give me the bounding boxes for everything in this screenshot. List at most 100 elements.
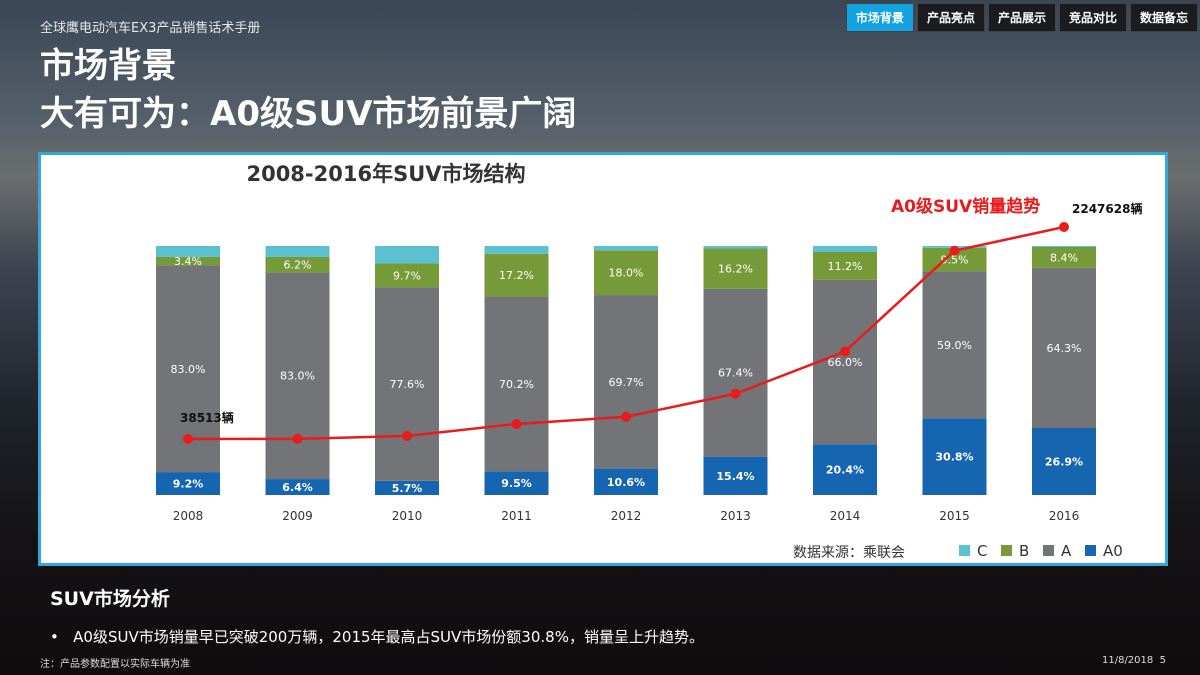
deck-subtitle: 全球鹰电动汽车EX3产品销售话术手册 (40, 21, 261, 36)
legend-swatch-A0 (1085, 545, 1096, 556)
bar-A-2009 (265, 272, 330, 480)
trend-point (621, 411, 631, 422)
chart-title: 2008-2016年SUV市场结构 (246, 162, 525, 186)
bar-A-2015 (922, 271, 987, 419)
data-label: 10.6% (607, 476, 645, 489)
bar-C-2008 (156, 246, 220, 257)
page-number: 5 (1159, 655, 1166, 666)
data-label: 6.4% (282, 481, 313, 494)
data-label: 69.7% (609, 376, 644, 389)
trend-point (183, 434, 193, 444)
legend-swatch-C (959, 545, 970, 556)
last-point-label: 2247628辆 (1072, 201, 1142, 216)
stacked-bar-chart: 2008-2016年SUV市场结构 9.2% 83.0% 3.4% 2008 6.4% 83… (156, 162, 1142, 561)
bar-A0-2012 (594, 468, 658, 495)
data-label: 66.0% (828, 356, 863, 369)
bar-A-2016 (1032, 267, 1096, 429)
trend-point (402, 430, 412, 441)
date-text: 11/8/2018 (1101, 655, 1154, 666)
legend-label-A0: A0 (1103, 542, 1123, 560)
x-tick-label: 2013 (720, 509, 751, 523)
x-tick-label: 2016 (1049, 509, 1080, 523)
first-point-label: 38513辆 (180, 410, 234, 425)
bar-C-2009 (265, 246, 330, 257)
bar-B-2013 (703, 248, 768, 289)
bar-A0-2010 (375, 480, 439, 495)
bar-C-2014 (813, 246, 877, 252)
nav-tab-2[interactable]: 产品展示 (987, 3, 1056, 32)
bar-B-2012 (594, 250, 658, 296)
bar-A0-2009 (265, 479, 330, 495)
data-label: 16.2% (718, 263, 753, 276)
bar-A0-2016 (1032, 428, 1096, 495)
data-label: 83.0% (171, 363, 206, 376)
trend-point (1059, 222, 1069, 232)
bar-B-2009 (265, 256, 330, 273)
trend-point (292, 433, 303, 444)
data-label: 20.4% (826, 464, 864, 477)
bar-B-2014 (813, 251, 877, 280)
legend-swatch-B (1001, 545, 1012, 556)
x-tick-label: 2010 (392, 509, 423, 523)
trend-point (840, 346, 850, 357)
analysis-bullet: • A0级SUV市场销量早已突破200万辆，2015年最高占SUV市场份额30.… (50, 628, 704, 646)
nav-tab-3[interactable]: 竞品对比 (1058, 3, 1127, 32)
data-source: 数据来源：乘联会 (793, 545, 905, 561)
data-label: 9.5% (501, 477, 532, 490)
bar-A-2011 (484, 296, 549, 472)
x-tick-label: 2015 (939, 509, 970, 523)
data-label: 8.4% (1050, 251, 1078, 264)
bar-A0-2013 (703, 456, 768, 495)
bar-B-2010 (375, 263, 439, 288)
trend-point (730, 388, 741, 399)
page-headline: 大有可为：A0级SUV市场前景广阔 (40, 94, 577, 134)
nav-tab-0[interactable]: 市场背景 (845, 3, 914, 32)
bar-A-2010 (375, 287, 439, 481)
bar-A0-2015 (922, 418, 987, 495)
analysis-title: SUV市场分析 (50, 588, 170, 610)
data-label: 64.3% (1047, 342, 1082, 355)
x-tick-label: 2012 (611, 509, 642, 523)
data-label: 6.2% (284, 259, 312, 272)
data-label: 70.2% (499, 378, 534, 391)
x-tick-label: 2009 (282, 509, 313, 523)
chart-panel: 2008-2016年SUV市场结构 9.2% 83.0% 3.4% 2008 6.4% 83… (38, 152, 1168, 566)
page-title: 市场背景 (40, 46, 176, 86)
bar-A0-2014 (813, 444, 877, 495)
bar-B-2016 (1032, 246, 1096, 268)
data-label: 11.2% (828, 260, 863, 273)
bar-A0-2008 (156, 472, 220, 495)
bullet-text: A0级SUV市场销量早已突破200万辆，2015年最高占SUV市场份额30.8%… (73, 628, 704, 646)
bar-A-2012 (594, 295, 658, 469)
bar-B-2008 (156, 256, 220, 266)
data-label: 83.0% (280, 370, 315, 383)
data-label: 9.2% (173, 478, 204, 491)
bar-C-2016 (1032, 246, 1096, 247)
x-tick-label: 2011 (501, 509, 532, 523)
legend-swatch-A (1043, 545, 1054, 556)
data-label: 59.0% (937, 339, 972, 352)
data-label: 5.7% (392, 482, 423, 495)
legend-label-B: B (1019, 542, 1029, 560)
data-label: 15.4% (716, 470, 754, 483)
footer-note: 注：产品参数配置以实际车辆为准 (40, 659, 190, 670)
data-label: 30.8% (935, 451, 973, 464)
data-label: 67.4% (718, 367, 753, 380)
bar-C-2011 (484, 246, 549, 254)
trend-point (949, 245, 960, 256)
x-tick-label: 2008 (173, 509, 204, 523)
data-label: 3.4% (174, 255, 202, 268)
nav-tab-4[interactable]: 数据备忘 (1129, 3, 1198, 32)
data-label: 26.9% (1045, 456, 1083, 469)
bar-A-2014 (813, 279, 877, 445)
nav-tab-1[interactable]: 产品亮点 (916, 3, 985, 32)
legend-label-A: A (1061, 542, 1072, 560)
trend-line-label: A0级SUV销量趋势 (891, 196, 1040, 217)
bar-C-2010 (375, 246, 439, 264)
bar-B-2011 (484, 253, 549, 297)
bar-A-2013 (703, 288, 768, 457)
data-label: 77.6% (390, 378, 425, 391)
data-label: 9.7% (393, 270, 421, 283)
footer-date: 11/8/2018 5 (1102, 655, 1166, 666)
data-label: 18.0% (609, 267, 644, 280)
